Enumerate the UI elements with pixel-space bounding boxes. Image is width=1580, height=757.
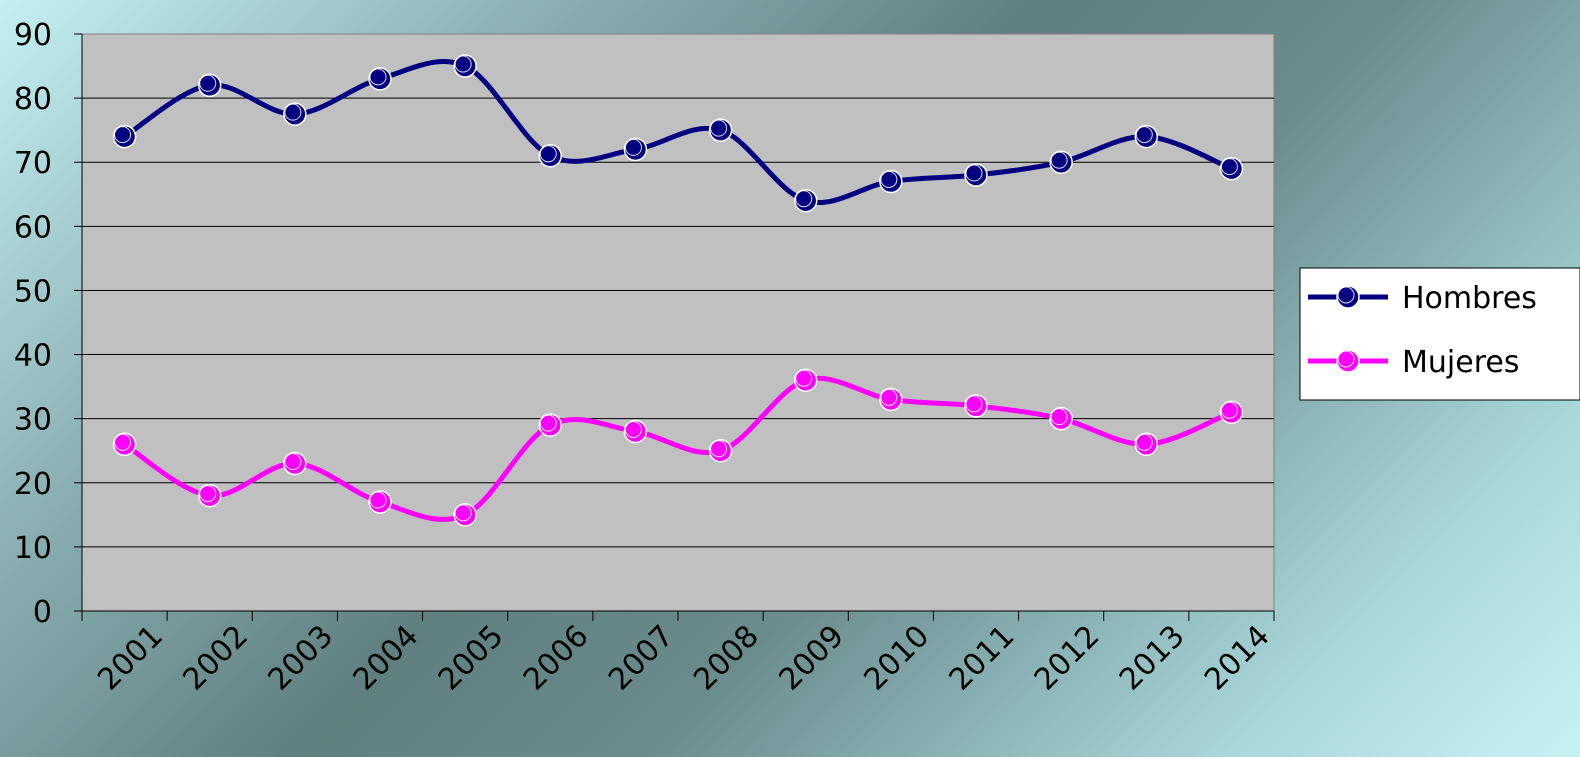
axes	[74, 33, 1275, 621]
data-point-hombres-2012	[1049, 150, 1073, 174]
data-point-mujeres-2010	[879, 387, 903, 412]
data-point-mujeres-2011	[964, 394, 988, 418]
legend-item-mujeres: Mujeres	[1308, 345, 1519, 380]
data-point-hombres-2009	[793, 188, 818, 213]
x-tick-label: 2013	[1113, 619, 1192, 698]
x-tick-label: 2008	[687, 619, 766, 698]
x-tick-label: 2002	[176, 619, 255, 698]
data-point-mujeres-2009	[793, 368, 818, 392]
data-point-hombres-2007	[623, 137, 648, 162]
data-point-hombres-2005	[453, 54, 477, 78]
x-tick-label: 2004	[347, 619, 426, 698]
series-group	[112, 54, 1244, 527]
data-point-mujeres-2005	[453, 503, 477, 527]
x-tick-label: 2007	[602, 619, 681, 698]
data-point-mujeres-2006	[538, 413, 563, 437]
y-tick-label: 30	[14, 403, 52, 438]
data-point-hombres-2004	[368, 67, 392, 91]
data-point-hombres-2008	[708, 118, 733, 142]
x-tick-label: 2012	[1028, 619, 1107, 698]
x-tick-label: 2006	[517, 619, 596, 698]
x-tick-label: 2009	[772, 619, 851, 698]
y-tick-label: 70	[14, 146, 52, 181]
y-tick-label: 10	[14, 531, 52, 566]
data-point-mujeres-2012	[1049, 406, 1073, 431]
y-tick-label: 60	[14, 210, 52, 245]
y-tick-label: 50	[14, 274, 52, 309]
data-point-hombres-2010	[879, 169, 903, 194]
data-point-mujeres-2007	[623, 419, 648, 444]
legend: Hombres Mujeres	[1299, 267, 1580, 401]
x-tick-label: 2011	[943, 619, 1022, 698]
y-tick-label: 40	[14, 339, 52, 374]
x-tick-label: 2001	[91, 619, 170, 698]
x-axis-tick-labels: 2001 2002 2003 2004 2005 2006 2007 2008 2009 2010…	[91, 619, 1277, 698]
data-point-mujeres-2003	[283, 451, 307, 476]
y-tick-label: 90	[14, 18, 52, 53]
data-point-mujeres-2013	[1134, 432, 1159, 457]
plot-area	[81, 33, 1275, 612]
data-point-hombres-2013	[1134, 124, 1159, 149]
gridlines	[82, 97, 1274, 548]
data-point-mujeres-2001	[112, 432, 137, 457]
data-point-hombres-2003	[283, 102, 307, 126]
legend-marker-hombres	[1336, 285, 1360, 309]
x-tick-label: 2005	[432, 619, 511, 698]
data-point-mujeres-2004	[368, 490, 392, 514]
y-tick-label: 0	[33, 595, 52, 630]
data-point-mujeres-2014	[1219, 400, 1244, 425]
data-point-mujeres-2002	[197, 483, 222, 508]
data-point-mujeres-2008	[708, 438, 733, 463]
data-point-hombres-2006	[538, 144, 563, 168]
legend-marker-mujeres	[1336, 349, 1360, 373]
x-tick-label: 2014	[1198, 619, 1277, 698]
x-tick-label: 2003	[261, 619, 340, 698]
legend-item-hombres: Hombres	[1308, 281, 1537, 316]
y-tick-label: 20	[14, 467, 52, 502]
data-point-hombres-2014	[1219, 156, 1244, 181]
x-tick-label: 2010	[857, 619, 936, 698]
y-axis-tick-labels: 0 10 20 30 40 50 60 70 80 90	[14, 18, 52, 630]
data-point-hombres-2002	[197, 73, 222, 98]
data-point-hombres-2001	[112, 124, 137, 149]
legend-label-hombres: Hombres	[1402, 281, 1537, 316]
legend-label-mujeres: Mujeres	[1402, 345, 1519, 380]
data-point-hombres-2011	[964, 163, 988, 187]
y-tick-label: 80	[14, 82, 52, 117]
